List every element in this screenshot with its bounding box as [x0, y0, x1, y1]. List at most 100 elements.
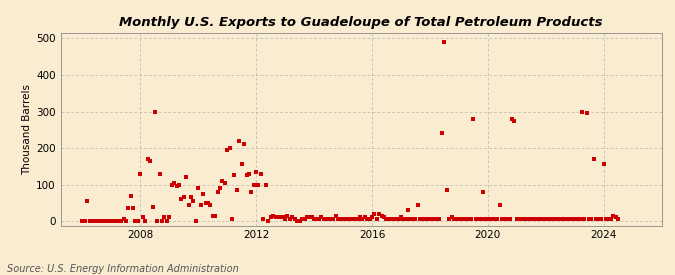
Point	[448, 217, 459, 221]
Point	[188, 199, 198, 203]
Point	[483, 217, 493, 221]
Point	[287, 215, 298, 220]
Point	[314, 217, 325, 221]
Point	[512, 217, 522, 221]
Point	[586, 217, 597, 221]
Point	[376, 213, 387, 218]
Point	[304, 215, 315, 220]
Point	[121, 219, 132, 223]
Point	[547, 217, 558, 221]
Point	[381, 217, 392, 221]
Point	[275, 215, 286, 220]
Point	[578, 217, 589, 221]
Point	[246, 190, 256, 194]
Point	[328, 217, 339, 221]
Point	[273, 215, 284, 220]
Point	[133, 219, 144, 223]
Point	[311, 217, 322, 221]
Point	[193, 186, 204, 191]
Point	[518, 217, 529, 221]
Point	[239, 142, 250, 147]
Point	[576, 109, 587, 114]
Point	[492, 217, 503, 221]
Point	[152, 219, 163, 223]
Point	[504, 217, 515, 221]
Point	[545, 217, 556, 221]
Point	[540, 217, 551, 221]
Point	[149, 109, 160, 114]
Point	[181, 175, 192, 180]
Point	[128, 206, 138, 211]
Point	[296, 217, 307, 221]
Point	[316, 215, 327, 220]
Point	[178, 195, 189, 200]
Point	[574, 217, 585, 221]
Point	[364, 217, 375, 221]
Point	[598, 162, 609, 167]
Point	[176, 197, 187, 201]
Point	[258, 217, 269, 221]
Point	[155, 171, 165, 176]
Point	[232, 188, 242, 192]
Point	[321, 217, 331, 221]
Point	[340, 217, 351, 221]
Point	[184, 202, 194, 207]
Point	[562, 217, 573, 221]
Point	[434, 217, 445, 221]
Point	[92, 219, 103, 223]
Point	[425, 217, 435, 221]
Point	[222, 148, 233, 152]
Point	[77, 219, 88, 223]
Point	[352, 217, 363, 221]
Y-axis label: Thousand Barrels: Thousand Barrels	[22, 84, 32, 175]
Point	[429, 217, 440, 221]
Point	[497, 217, 508, 221]
Point	[164, 215, 175, 220]
Point	[173, 182, 184, 187]
Point	[279, 217, 290, 221]
Point	[509, 119, 520, 123]
Point	[215, 186, 225, 191]
Point	[400, 217, 411, 221]
Point	[521, 217, 532, 221]
Point	[144, 159, 155, 163]
Point	[347, 217, 358, 221]
Point	[323, 217, 334, 221]
Point	[118, 217, 129, 221]
Point	[415, 217, 426, 221]
Point	[195, 202, 206, 207]
Point	[383, 217, 394, 221]
Point	[253, 182, 264, 187]
Point	[533, 217, 544, 221]
Point	[500, 217, 510, 221]
Point	[229, 173, 240, 178]
Point	[248, 182, 259, 187]
Point	[422, 217, 433, 221]
Point	[572, 217, 583, 221]
Point	[207, 213, 218, 218]
Point	[330, 213, 341, 218]
Point	[186, 195, 196, 200]
Point	[308, 217, 319, 221]
Point	[236, 162, 247, 167]
Point	[285, 217, 296, 221]
Point	[369, 211, 380, 216]
Point	[596, 217, 607, 221]
Point	[256, 171, 267, 176]
Point	[475, 217, 486, 221]
Point	[603, 217, 614, 221]
Point	[270, 215, 281, 220]
Point	[277, 215, 288, 220]
Point	[564, 217, 575, 221]
Point	[333, 217, 344, 221]
Point	[502, 217, 512, 221]
Point	[302, 215, 313, 220]
Point	[514, 217, 524, 221]
Point	[294, 219, 305, 223]
Point	[86, 219, 97, 223]
Point	[417, 217, 428, 221]
Point	[396, 215, 406, 220]
Point	[374, 211, 385, 216]
Point	[591, 217, 601, 221]
Point	[386, 217, 397, 221]
